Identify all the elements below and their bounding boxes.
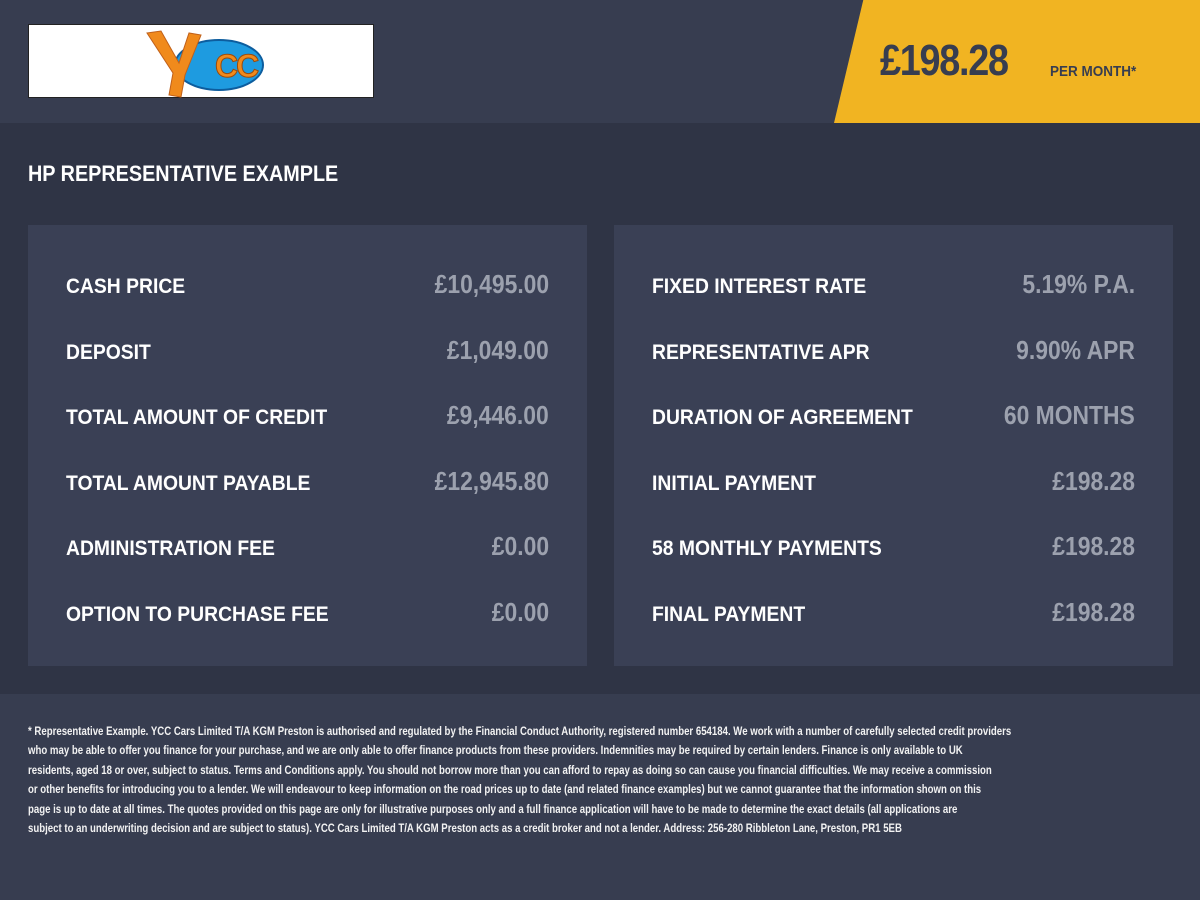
row-label: TOTAL AMOUNT PAYABLE xyxy=(66,471,311,495)
row-label: DEPOSIT xyxy=(66,340,151,364)
disclaimer-line: * Representative Example. YCC Cars Limit… xyxy=(28,725,1012,738)
disclaimer-line: or other benefits for introducing you to… xyxy=(28,783,982,797)
disclaimer-line: who may be able to offer you finance for… xyxy=(28,744,963,758)
row-value: £0.00 xyxy=(491,531,549,562)
finance-row: DURATION OF AGREEMENT 60 MONTHS xyxy=(652,400,1135,466)
row-value: £1,049.00 xyxy=(447,334,549,365)
finance-row: OPTION TO PURCHASE FEE £0.00 xyxy=(66,597,549,663)
row-value: 60 MONTHS xyxy=(1004,400,1135,431)
finance-row: CASH PRICE £10,495.00 xyxy=(66,269,549,335)
finance-row: 58 MONTHLY PAYMENTS £198.28 xyxy=(652,531,1135,597)
row-label: OPTION TO PURCHASE FEE xyxy=(66,602,329,626)
per-month-label: PER MONTH* xyxy=(1050,63,1137,80)
disclaimer-line: subject to an underwriting decision and … xyxy=(28,822,902,836)
row-value: £0.00 xyxy=(491,596,549,627)
row-value: £198.28 xyxy=(1052,596,1135,627)
monthly-price: £198.28 xyxy=(880,36,1009,85)
finance-row: TOTAL AMOUNT PAYABLE £12,945.80 xyxy=(66,466,549,532)
svg-text:CC: CC xyxy=(215,48,259,84)
finance-row: REPRESENTATIVE APR 9.90% APR xyxy=(652,335,1135,401)
finance-panel-right: FIXED INTEREST RATE 5.19% P.A. REPRESENTAT… xyxy=(614,225,1173,666)
finance-row: INITIAL PAYMENT £198.28 xyxy=(652,466,1135,532)
disclaimer-line: residents, aged 18 or over, subject to s… xyxy=(28,763,992,777)
row-label: DURATION OF AGREEMENT xyxy=(652,406,913,430)
row-value: £10,495.00 xyxy=(434,269,549,299)
row-value: £9,446.00 xyxy=(447,400,549,431)
finance-row: FIXED INTEREST RATE 5.19% P.A. xyxy=(652,269,1135,335)
row-value: 5.19% P.A. xyxy=(1022,269,1135,299)
finance-row: TOTAL AMOUNT OF CREDIT £9,446.00 xyxy=(66,400,549,466)
row-label: TOTAL AMOUNT OF CREDIT xyxy=(66,406,328,430)
finance-row: FINAL PAYMENT £198.28 xyxy=(652,597,1135,663)
row-label: REPRESENTATIVE APR xyxy=(652,340,870,364)
row-label: 58 MONTHLY PAYMENTS xyxy=(652,537,882,561)
row-value: £198.28 xyxy=(1052,465,1135,496)
finance-panel-left: CASH PRICE £10,495.00 DEPOSIT £1,049.00 TOTA… xyxy=(28,225,587,666)
disclaimer: * Representative Example. YCC Cars Limit… xyxy=(0,694,1200,900)
row-label: ADMINISTRATION FEE xyxy=(66,537,275,561)
ycc-logo[interactable]: CC xyxy=(28,24,374,98)
logo-graphic: CC xyxy=(146,30,264,98)
row-label: CASH PRICE xyxy=(66,275,186,298)
row-value: 9.90% APR xyxy=(1016,334,1135,365)
disclaimer-line: page is up to date at all times. The quo… xyxy=(28,802,958,816)
section-title: HP REPRESENTATIVE EXAMPLE xyxy=(28,161,339,186)
header: CC £198.28 PER MONTH* xyxy=(0,0,1200,123)
row-value: £198.28 xyxy=(1052,531,1135,562)
finance-row: ADMINISTRATION FEE £0.00 xyxy=(66,531,549,597)
row-label: FINAL PAYMENT xyxy=(652,602,806,626)
row-label: FIXED INTEREST RATE xyxy=(652,275,867,298)
row-value: £12,945.80 xyxy=(434,465,549,496)
monthly-price-banner: £198.28 PER MONTH* xyxy=(834,0,1200,123)
row-label: INITIAL PAYMENT xyxy=(652,471,816,495)
finance-row: DEPOSIT £1,049.00 xyxy=(66,335,549,401)
